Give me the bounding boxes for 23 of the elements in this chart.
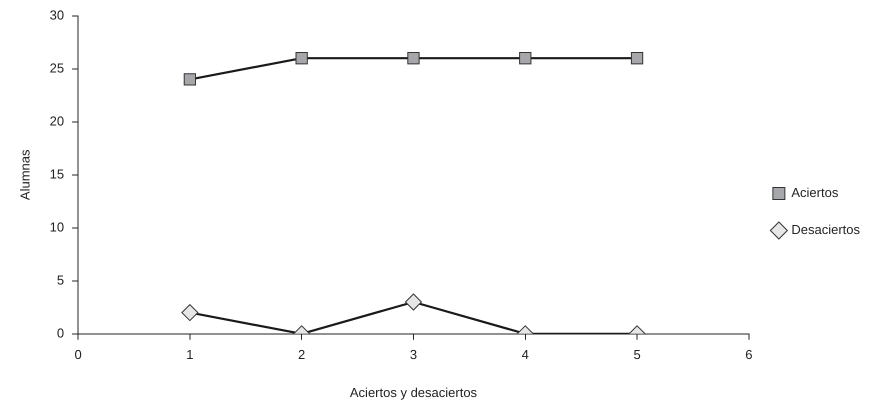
x-tick-label: 0 (74, 347, 82, 362)
legend-label: Desaciertos (791, 222, 860, 238)
y-tick-label: 30 (50, 7, 64, 22)
x-tick-label: 1 (186, 347, 194, 362)
y-tick-label: 15 (50, 166, 64, 182)
y-tick-label: 0 (56, 325, 64, 340)
y-tick-label: 25 (50, 60, 64, 76)
point (519, 52, 532, 64)
point (296, 52, 308, 64)
x-axis-title: Aciertos y desaciertos (350, 384, 478, 400)
y-tick-label: 5 (56, 272, 64, 288)
x-tick-label: 2 (298, 347, 306, 362)
x-tick-label: 4 (522, 347, 529, 362)
point (184, 73, 196, 86)
x-tick-label: 6 (745, 347, 752, 362)
y-axis-title: Alumnas (17, 149, 32, 200)
point (407, 52, 420, 64)
x-tick-label: 3 (410, 347, 418, 362)
point (630, 52, 644, 64)
y-tick-label: 10 (50, 219, 64, 234)
y-tick-label: 20 (50, 113, 64, 128)
legend-label: Aciertos (791, 185, 839, 200)
x-tick-label: 5 (633, 347, 641, 362)
